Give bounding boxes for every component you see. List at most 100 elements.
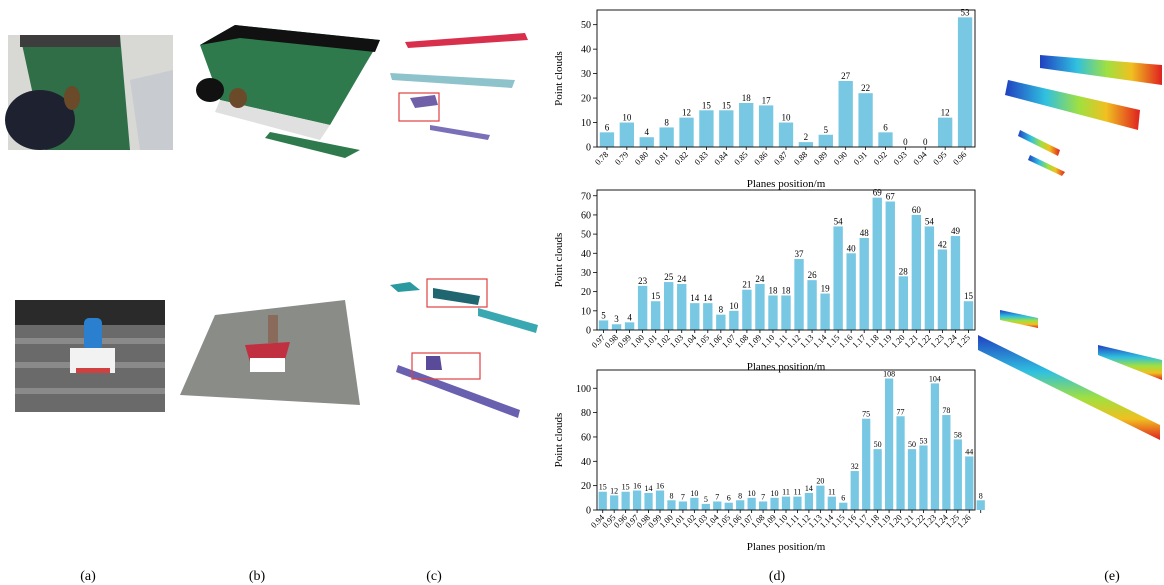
- bar: [833, 226, 843, 330]
- cloud-e-top: [1005, 55, 1162, 176]
- y-tick-label: 80: [581, 408, 591, 419]
- x-tick-label: 0.89: [812, 149, 830, 167]
- value-label: 0: [923, 137, 928, 147]
- bar: [937, 249, 948, 330]
- value-label: 14: [690, 293, 700, 303]
- y-tick-label: 40: [581, 249, 591, 260]
- value-label: 11: [782, 488, 790, 497]
- bar: [937, 117, 953, 147]
- bar: [950, 236, 961, 330]
- value-label: 18: [742, 93, 752, 103]
- value-label: 58: [954, 430, 962, 439]
- y-axis-label: Point clouds: [553, 413, 565, 468]
- value-label: 48: [860, 228, 870, 238]
- x-tick-label: 0.78: [593, 149, 611, 167]
- x-tick-label: 0.93: [891, 149, 909, 167]
- y-tick-label: 60: [581, 432, 591, 443]
- panel-label: (b): [249, 569, 266, 584]
- value-label: 20: [816, 477, 824, 486]
- panel-label: (d): [769, 569, 786, 584]
- bar: [793, 496, 802, 510]
- cloud-b-top: [196, 25, 380, 158]
- y-tick-label: 30: [581, 69, 591, 80]
- value-label: 15: [702, 100, 712, 110]
- value-label: 15: [964, 291, 974, 301]
- bar: [807, 280, 817, 330]
- bar: [632, 490, 642, 510]
- bar: [859, 237, 869, 330]
- bar: [872, 197, 882, 330]
- value-label: 22: [861, 83, 870, 93]
- value-label: 27: [841, 71, 851, 81]
- bar: [610, 495, 619, 510]
- value-label: 10: [771, 489, 779, 498]
- bar: [677, 283, 687, 330]
- y-tick-label: 100: [576, 384, 591, 395]
- value-label: 24: [755, 274, 765, 284]
- bar: [621, 491, 630, 510]
- value-label: 10: [622, 113, 632, 123]
- plot-frame: [596, 9, 976, 148]
- value-label: 6: [883, 122, 888, 132]
- bar: [816, 485, 825, 510]
- value-label: 23: [638, 276, 648, 286]
- x-tick-label: 0.82: [672, 149, 690, 167]
- value-label: 5: [704, 495, 708, 504]
- value-label: 7: [681, 492, 685, 501]
- value-label: 8: [719, 305, 724, 315]
- photo-stairs-top: [5, 35, 173, 150]
- value-label: 0: [903, 137, 908, 147]
- bar: [624, 322, 635, 330]
- x-axis-label: Planes position/m: [747, 541, 826, 553]
- x-tick-label: 0.80: [633, 149, 651, 167]
- y-axis-label: Point clouds: [553, 51, 565, 106]
- y-tick-label: 20: [581, 287, 591, 298]
- photo-stairs-bottom: [15, 300, 165, 412]
- value-label: 12: [610, 486, 618, 495]
- x-tick-label: 0.90: [832, 149, 850, 167]
- bar: [703, 303, 713, 330]
- y-tick-label: 40: [581, 457, 591, 468]
- value-label: 8: [664, 117, 669, 127]
- y-tick-label: 50: [581, 230, 591, 241]
- value-label: 7: [761, 492, 765, 501]
- value-label: 49: [951, 226, 961, 236]
- bar: [713, 501, 722, 510]
- plot-frame: [596, 369, 976, 511]
- value-label: 11: [794, 488, 802, 497]
- panel-label: (c): [426, 569, 442, 584]
- value-label: 2: [804, 132, 809, 142]
- cloud-c-bottom: [390, 278, 538, 418]
- y-tick-label: 50: [581, 20, 591, 31]
- bar: [818, 134, 833, 147]
- bar: [781, 496, 791, 510]
- value-label: 60: [912, 205, 922, 215]
- panel-label: (e): [1104, 569, 1120, 584]
- value-label: 108: [883, 370, 895, 379]
- bar: [690, 303, 700, 330]
- value-label: 17: [762, 95, 772, 105]
- bar: [667, 500, 676, 510]
- bar: [690, 497, 699, 510]
- x-tick-label: 0.85: [732, 149, 750, 167]
- value-label: 24: [677, 274, 687, 284]
- value-label: 10: [782, 113, 792, 123]
- value-label: 75: [862, 410, 870, 419]
- bar: [924, 226, 935, 330]
- value-label: 44: [965, 447, 973, 456]
- bar: [963, 301, 974, 330]
- value-label: 69: [873, 188, 883, 198]
- y-tick-label: 20: [581, 94, 591, 105]
- value-label: 25: [664, 272, 674, 282]
- value-label: 50: [874, 440, 882, 449]
- bar: [758, 105, 774, 147]
- value-label: 26: [808, 270, 818, 280]
- x-axis-label: Planes position/m: [747, 361, 826, 373]
- bar: [758, 501, 768, 510]
- bar: [953, 439, 962, 510]
- y-tick-label: 20: [581, 481, 591, 492]
- value-label: 21: [742, 280, 751, 290]
- value-label: 14: [703, 293, 713, 303]
- bar: [884, 378, 894, 510]
- value-label: 42: [938, 239, 947, 249]
